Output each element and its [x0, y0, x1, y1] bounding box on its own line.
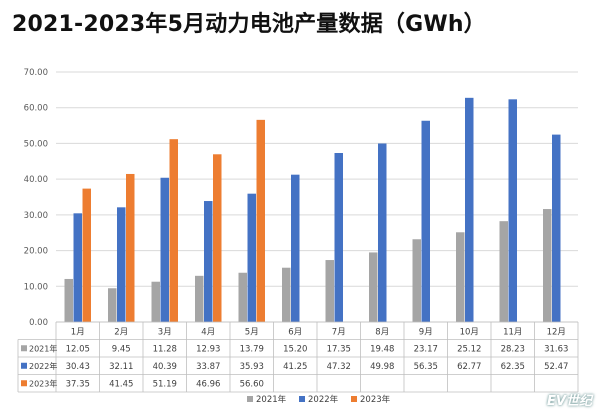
bar	[108, 288, 117, 322]
x-tick-label: 1月	[71, 327, 85, 337]
data-label: 30.43	[66, 362, 90, 372]
y-tick-label: 30.00	[24, 211, 48, 221]
data-label: 41.25	[283, 362, 307, 372]
legend-swatch	[299, 396, 305, 402]
data-label: 17.35	[327, 344, 351, 354]
legend: 2021年 2022年 2023年	[247, 394, 391, 405]
y-axis: 0.00 10.00 20.00 30.00 40.00 50.00 60.00 70.00	[24, 68, 48, 328]
bar	[421, 120, 430, 322]
bar	[247, 193, 256, 322]
data-label: 12.93	[196, 344, 220, 354]
bar	[508, 99, 517, 322]
x-tick-label: 12月	[547, 327, 566, 337]
bar	[543, 209, 552, 322]
data-label: 33.87	[196, 362, 220, 372]
x-tick-label: 3月	[158, 327, 172, 337]
y-tick-label: 60.00	[24, 104, 48, 114]
table-swatch	[21, 362, 27, 369]
data-label: 52.47	[544, 362, 568, 372]
bar	[256, 119, 265, 322]
chart-title: 2021-2023年5月动力电池产量数据（GWh）	[12, 12, 486, 37]
bar	[126, 173, 135, 322]
x-tick-label: 4月	[201, 327, 215, 337]
data-label: 62.35	[501, 362, 525, 372]
y-tick-label: 50.00	[24, 139, 48, 149]
x-tick-label: 6月	[288, 327, 302, 337]
data-label: 15.20	[283, 344, 307, 354]
data-label: 40.39	[153, 362, 177, 372]
legend-label: 2021年	[256, 394, 287, 405]
bar	[456, 232, 465, 322]
y-tick-label: 70.00	[24, 68, 48, 78]
data-label: 31.63	[544, 344, 568, 354]
bar	[160, 177, 169, 322]
table-series-name: 2022年	[29, 361, 57, 371]
bars	[64, 97, 561, 322]
y-tick-label: 20.00	[24, 247, 48, 257]
legend-swatch	[351, 396, 357, 402]
y-tick-label: 40.00	[24, 175, 48, 185]
data-label: 37.35	[66, 379, 90, 389]
data-label: 32.11	[109, 362, 133, 372]
x-tick-label: 2月	[114, 327, 128, 337]
data-label: 46.96	[196, 379, 220, 389]
bar	[73, 213, 82, 322]
data-label: 49.98	[370, 362, 394, 372]
bar	[238, 272, 247, 322]
data-table: 1月 2月 3月 4月 5月 6月 7月 8月 9月 10月 11月 12月 2021年 12.05 9.4…	[17, 321, 579, 393]
bar	[552, 134, 561, 322]
watermark-logo: EV世纪	[547, 394, 592, 409]
x-tick-label: 8月	[375, 327, 389, 337]
bar	[117, 207, 126, 322]
data-label: 51.19	[153, 379, 177, 389]
data-label: 28.23	[501, 344, 525, 354]
data-label: 41.45	[109, 379, 133, 389]
bar	[195, 275, 204, 322]
bar	[369, 252, 378, 322]
x-tick-label: 11月	[503, 327, 522, 337]
data-label: 9.45	[112, 344, 131, 354]
x-tick-label: 7月	[332, 327, 346, 337]
bar	[204, 201, 213, 322]
bar	[412, 239, 421, 322]
data-label: 23.17	[414, 344, 438, 354]
bar	[82, 188, 91, 322]
table-swatch	[21, 345, 27, 352]
table-series-name: 2023年	[29, 378, 57, 388]
x-tick-label: 9月	[419, 327, 433, 337]
bar	[64, 278, 73, 322]
data-label: 13.79	[240, 344, 264, 354]
data-label: 47.32	[327, 362, 351, 372]
data-label: 62.77	[457, 362, 481, 372]
x-tick-label: 5月	[245, 327, 259, 337]
x-tick-label: 10月	[460, 327, 479, 337]
bar	[151, 281, 160, 322]
bar	[325, 260, 334, 322]
data-label: 35.93	[240, 362, 264, 372]
table-swatch	[21, 380, 27, 387]
y-tick-label: 10.00	[24, 282, 48, 292]
legend-swatch	[247, 396, 253, 402]
data-label: 11.28	[153, 344, 177, 354]
data-label: 12.05	[66, 344, 90, 354]
bar	[378, 143, 387, 322]
bar	[465, 97, 474, 322]
bar	[169, 139, 178, 322]
data-label: 56.60	[240, 379, 264, 389]
bar	[291, 174, 300, 322]
legend-label: 2022年	[308, 394, 339, 405]
data-label: 19.48	[370, 344, 394, 354]
table-series-name: 2021年	[29, 343, 57, 353]
legend-label: 2023年	[360, 394, 391, 405]
y-tick-label: 0.00	[29, 318, 48, 328]
bar	[282, 267, 291, 322]
bar	[499, 221, 508, 322]
bar	[334, 153, 343, 322]
data-label: 56.35	[414, 362, 438, 372]
bar	[213, 154, 222, 322]
data-label: 25.12	[457, 344, 481, 354]
